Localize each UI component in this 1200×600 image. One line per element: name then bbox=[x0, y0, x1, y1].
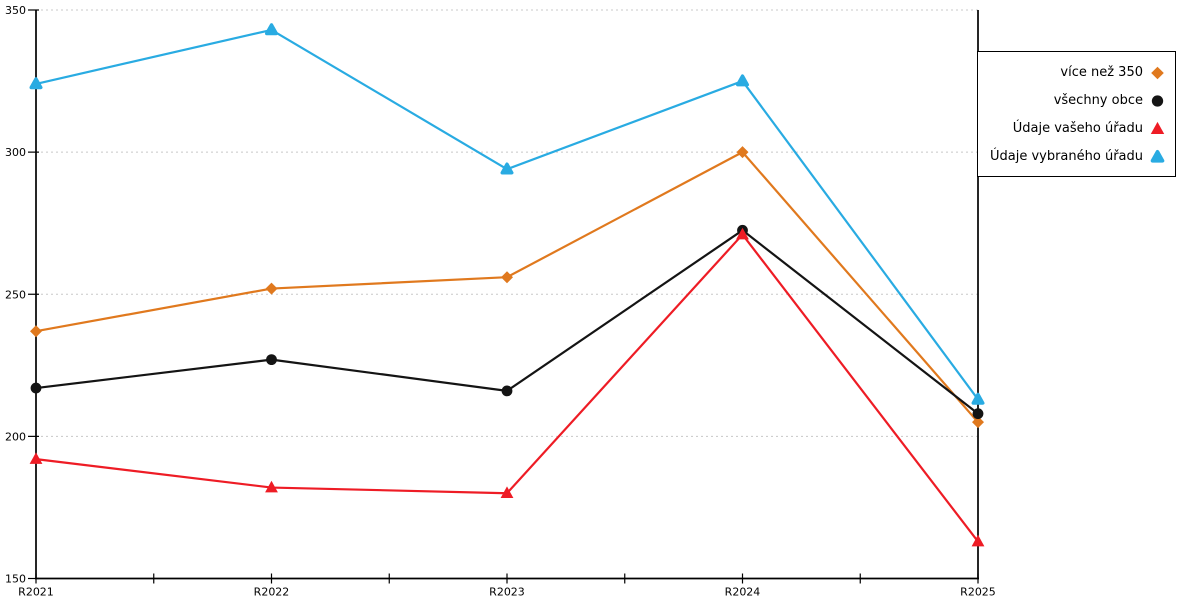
data-point-marker bbox=[1151, 66, 1164, 79]
x-tick-label: R2021 bbox=[18, 586, 54, 599]
legend-triangle-rounded-icon bbox=[1150, 149, 1165, 163]
data-point-marker bbox=[501, 271, 513, 284]
data-point-marker bbox=[29, 452, 43, 464]
data-point-marker bbox=[29, 77, 43, 90]
data-point-marker bbox=[736, 74, 749, 87]
legend-triangle-icon bbox=[1150, 121, 1165, 134]
data-point-marker bbox=[500, 486, 514, 499]
chart-legend: více než 350 všechny obce Údaje vašeho ú… bbox=[976, 51, 1176, 177]
series-line-3 bbox=[34, 28, 980, 401]
series-line-0 bbox=[34, 151, 980, 424]
data-point-marker bbox=[1150, 121, 1165, 134]
data-point-marker bbox=[1150, 149, 1165, 163]
legend-item-label: všechny obce bbox=[1053, 92, 1143, 108]
data-point-marker bbox=[265, 23, 278, 36]
legend-item: Údaje vybraného úřadu bbox=[990, 142, 1166, 170]
x-tick-label: R2023 bbox=[489, 586, 525, 599]
legend-item: Údaje vašeho úřadu bbox=[990, 114, 1166, 142]
x-tick-label: R2022 bbox=[254, 586, 290, 599]
data-point-marker bbox=[971, 392, 985, 405]
y-tick-label: 300 bbox=[5, 146, 26, 159]
legend-item-label: Údaje vašeho úřadu bbox=[1012, 120, 1143, 136]
legend-circle-icon bbox=[1151, 94, 1164, 107]
data-point-marker bbox=[1151, 94, 1164, 107]
x-tick-label: R2025 bbox=[960, 586, 996, 599]
data-point-marker bbox=[972, 408, 984, 420]
legend-item: všechny obce bbox=[990, 86, 1166, 114]
data-point-marker bbox=[266, 354, 277, 366]
legend-item-label: Údaje vybraného úřadu bbox=[989, 148, 1143, 164]
y-tick-label: 200 bbox=[5, 430, 26, 443]
data-point-marker bbox=[736, 227, 749, 240]
data-point-marker bbox=[30, 325, 42, 338]
data-point-marker bbox=[265, 282, 278, 295]
legend-item-label: více než 350 bbox=[1060, 64, 1143, 80]
legend-item: více než 350 bbox=[990, 58, 1166, 86]
data-point-marker bbox=[265, 480, 278, 493]
data-point-marker bbox=[30, 382, 42, 394]
y-tick-label: 350 bbox=[5, 4, 26, 17]
y-tick-label: 250 bbox=[5, 288, 26, 301]
data-point-marker bbox=[500, 162, 514, 175]
data-point-marker bbox=[971, 534, 985, 547]
y-tick-label: 150 bbox=[5, 573, 26, 586]
legend-diamond-icon bbox=[1151, 66, 1164, 79]
data-point-marker bbox=[501, 385, 513, 397]
data-point-marker bbox=[736, 146, 749, 159]
x-tick-label: R2024 bbox=[725, 586, 761, 599]
data-point-marker bbox=[972, 416, 984, 429]
